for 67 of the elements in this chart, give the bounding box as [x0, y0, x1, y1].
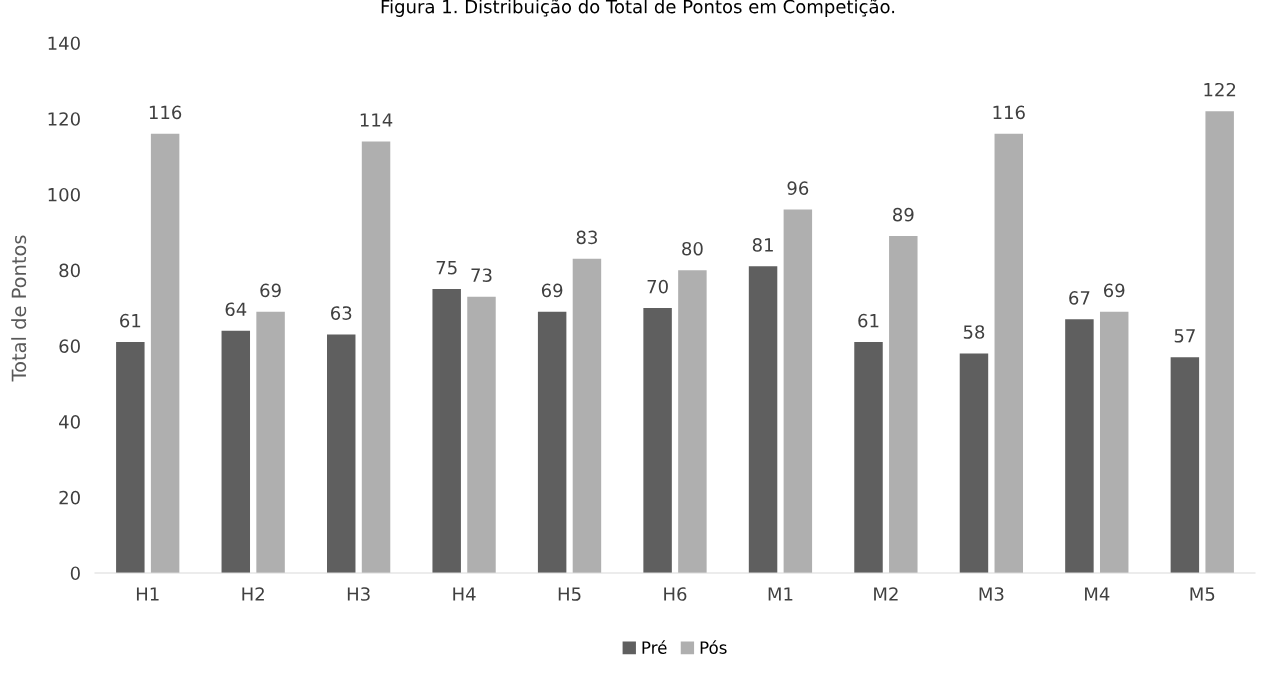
data-label: 67: [1069, 291, 1090, 305]
bar: [361, 141, 391, 573]
data-label: 116: [149, 105, 182, 120]
legend-label: Pós: [700, 640, 727, 654]
data-label: 70: [647, 279, 668, 294]
bar: [748, 266, 778, 573]
bar: [678, 270, 707, 573]
data-label: 63: [331, 306, 352, 320]
x-tick-label: H1: [136, 587, 159, 601]
y-tick-label: 140: [48, 36, 80, 51]
bar: [1205, 111, 1234, 573]
data-label: 69: [1103, 283, 1125, 298]
x-tick-label: M3: [979, 587, 1004, 601]
data-label: 69: [541, 283, 563, 298]
data-label: 89: [893, 207, 914, 222]
legend-label: Pré: [642, 640, 667, 654]
bar: [854, 342, 883, 573]
bar: [116, 342, 145, 573]
data-label: 58: [963, 325, 985, 339]
x-tick-label: M2: [874, 587, 898, 601]
x-tick-label: M1: [768, 587, 793, 601]
y-tick-label: 120: [48, 112, 80, 126]
x-tick-label: H2: [242, 587, 264, 601]
bar: [327, 334, 356, 573]
y-tick-label: 60: [59, 339, 80, 353]
bar: [150, 133, 180, 573]
bar: [889, 236, 918, 573]
data-label: 64: [225, 302, 247, 317]
data-label: 73: [471, 268, 492, 283]
x-tick-label: M4: [1085, 587, 1110, 601]
y-tick-label: 80: [59, 263, 80, 278]
data-label: 69: [260, 283, 281, 298]
y-tick-label: 100: [48, 187, 80, 202]
bar: [1065, 319, 1094, 573]
data-label: 116: [993, 105, 1025, 120]
x-tick-label: H5: [558, 587, 581, 601]
data-label: 81: [752, 238, 773, 252]
bar: [1170, 357, 1200, 573]
data-label: 61: [120, 313, 141, 328]
y-tick-label: 0: [70, 566, 80, 581]
bar: [994, 133, 1023, 573]
bar: [1099, 311, 1129, 573]
data-label: 61: [858, 313, 879, 328]
data-label: 83: [576, 230, 597, 245]
x-tick-label: H3: [347, 587, 370, 601]
bar: [467, 296, 496, 573]
bar: [537, 311, 567, 573]
bar: [432, 289, 461, 573]
data-label: 96: [787, 181, 809, 195]
data-label: 57: [1174, 329, 1195, 343]
bar: [643, 308, 672, 573]
y-tick-label: 40: [59, 415, 80, 429]
bar: [572, 258, 602, 573]
bar: [256, 311, 285, 573]
y-tick-label: 20: [59, 490, 80, 505]
x-tick-label: H6: [664, 587, 687, 601]
data-label: 122: [1204, 82, 1236, 97]
bar: [783, 209, 813, 573]
y-axis-title: Total de Pontos: [11, 235, 27, 382]
bar: [959, 353, 989, 573]
data-label: 80: [682, 241, 703, 256]
x-tick-label: M5: [1190, 587, 1215, 601]
bar: [221, 330, 251, 573]
x-tick-label: H4: [453, 587, 476, 601]
data-label: 75: [436, 261, 457, 275]
data-label: 114: [360, 113, 393, 127]
chart-title: Figura 1. Distribuição do Total de Pontos em Competição.: [381, 0, 895, 17]
